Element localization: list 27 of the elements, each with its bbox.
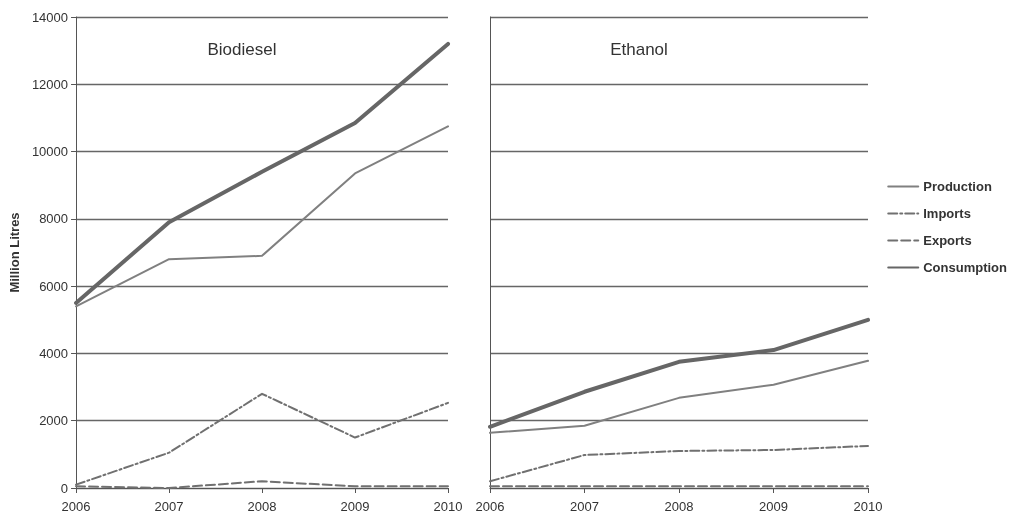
x-tick-label: 2008	[664, 499, 694, 514]
x-tick-label: 2006	[61, 499, 91, 514]
legend-label: Exports	[923, 233, 972, 248]
y-tick-label: 14000	[31, 9, 69, 25]
x-tick-label: 2008	[247, 499, 277, 514]
y-tick-label: 6000	[39, 278, 69, 294]
text: Ethanol	[610, 40, 668, 59]
x-tick-label: 2007	[154, 499, 184, 514]
legend-label: Production	[923, 179, 992, 194]
x-tick-label: 2010	[433, 499, 463, 514]
y-tick-label: 2000	[39, 413, 69, 429]
y-tick-label: 10000	[31, 144, 69, 160]
line-series	[74, 41, 450, 305]
x-tick-label: 2007	[570, 499, 599, 514]
legend-label: Consumption	[923, 260, 1008, 275]
x-tick-label: 2010	[853, 499, 883, 514]
line-series	[75, 125, 449, 308]
x-tick-label: 2009	[340, 499, 370, 514]
y-tick-label: 8000	[39, 211, 69, 227]
x-tick-label: 2009	[759, 499, 788, 514]
y-axis-title: Million Litres	[7, 212, 22, 293]
text: Biodiesel	[207, 40, 277, 59]
x-tick-label: 2006	[475, 499, 505, 514]
y-tick-label: 0	[60, 480, 69, 496]
y-tick-label: 12000	[31, 76, 69, 92]
y-tick-label: 4000	[39, 345, 69, 361]
legend-label: Imports	[923, 206, 971, 221]
